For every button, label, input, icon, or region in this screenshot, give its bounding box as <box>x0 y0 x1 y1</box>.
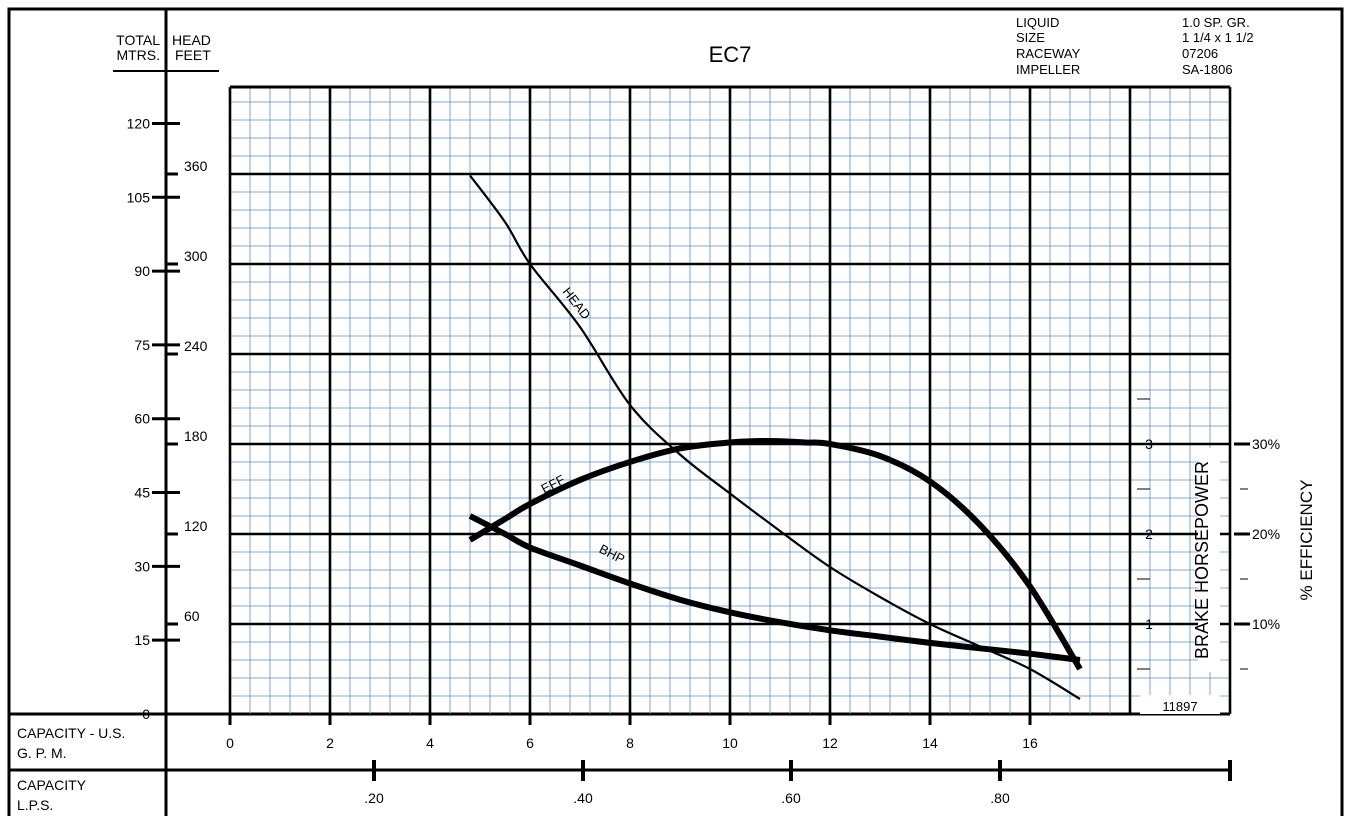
feet-tick-label: 300 <box>184 248 208 264</box>
gpm-tick-label: 12 <box>822 735 838 751</box>
eff-tick-label: 20% <box>1252 526 1280 542</box>
series-label-bhp: BHP <box>597 541 628 567</box>
mtrs-tick-label: 90 <box>134 263 150 279</box>
mtrs-tick-label: 60 <box>134 411 150 427</box>
head-feet-label-top: HEAD <box>172 32 211 48</box>
gpm-tick-label: 8 <box>626 735 634 751</box>
curve-head <box>469 174 1081 700</box>
series-label-head: HEAD <box>560 284 594 322</box>
reference-number: 11897 <box>1162 699 1197 714</box>
gpm-tick-label: 16 <box>1022 735 1038 751</box>
lps-tick-label: .80 <box>990 790 1010 806</box>
head-feet-label-bottom: FEET <box>175 47 211 63</box>
info-label-impeller: IMPELLER <box>1016 62 1080 77</box>
info-label-liquid: LIQUID <box>1016 15 1059 30</box>
info-label-size: SIZE <box>1016 30 1045 45</box>
mtrs-tick-label: 30 <box>134 558 150 574</box>
mtrs-tick-label: 15 <box>134 632 150 648</box>
mtrs-tick-label: 45 <box>134 485 150 501</box>
bhp-label-backing <box>1198 448 1220 672</box>
info-value-impeller: SA-1806 <box>1182 62 1233 77</box>
gpm-tick-label: 2 <box>326 735 334 751</box>
head-mtrs-label-bottom: MTRS. <box>116 47 160 63</box>
lps-tick-label: .60 <box>781 790 801 806</box>
feet-tick-label: 180 <box>184 428 208 444</box>
gpm-tick-label: 14 <box>922 735 938 751</box>
eff-tick-label: 30% <box>1252 436 1280 452</box>
mtrs-tick-label: 105 <box>127 189 151 205</box>
capacity-gpm-label-2: G. P. M. <box>17 745 67 761</box>
eff-tick-label: 10% <box>1252 616 1280 632</box>
bhp-axis-label: BRAKE HORSEPOWER <box>1192 461 1212 659</box>
feet-tick-label: 360 <box>184 158 208 174</box>
mtrs-tick-label: 0 <box>142 706 150 722</box>
capacity-lps-label-1: CAPACITY <box>17 777 87 793</box>
curves <box>468 174 1083 700</box>
gpm-tick-label: 10 <box>722 735 738 751</box>
chart-title: EC7 <box>709 42 752 67</box>
outer-border <box>7 7 1344 816</box>
feet-tick-label: 240 <box>184 338 208 354</box>
gpm-tick-label: 0 <box>226 735 234 751</box>
feet-tick-label: 60 <box>184 608 200 624</box>
capacity-gpm-label-1: CAPACITY - U.S. <box>17 725 125 741</box>
curve-eff <box>468 437 1083 671</box>
feet-tick-label: 120 <box>184 518 208 534</box>
lps-tick-label: .40 <box>573 790 593 806</box>
efficiency-axis-label: % EFFICIENCY <box>1297 480 1316 601</box>
bhp-tick-label: 1 <box>1145 616 1153 632</box>
info-value-liquid: 1.0 SP. GR. <box>1182 15 1250 30</box>
chart-frame <box>7 7 1344 816</box>
bhp-tick-label: 2 <box>1145 526 1153 542</box>
labels: EC7 TOTAL MTRS. HEAD FEET CAPACITY - U.S… <box>17 15 1316 813</box>
major-grid <box>228 85 1232 714</box>
capacity-lps-label-2: L.P.S. <box>17 797 53 813</box>
info-label-raceway: RACEWAY <box>1016 46 1081 61</box>
gpm-tick-label: 4 <box>426 735 434 751</box>
reference-box <box>1140 695 1220 714</box>
head-mtrs-label-top: TOTAL <box>116 32 160 48</box>
axes: 0 2 4 6 8 10 12 14 16.20.40.60.80601201802403003… <box>127 115 1280 806</box>
gpm-tick-label: 6 <box>526 735 534 751</box>
curve-bhp <box>468 513 1081 663</box>
mtrs-tick-label: 75 <box>134 337 150 353</box>
lps-tick-label: .20 <box>364 790 384 806</box>
mtrs-tick-label: 120 <box>127 115 151 131</box>
bhp-tick-label: 3 <box>1145 436 1153 452</box>
info-value-size: 1 1/4 x 1 1/2 <box>1182 30 1254 45</box>
info-value-raceway: 07206 <box>1182 46 1218 61</box>
